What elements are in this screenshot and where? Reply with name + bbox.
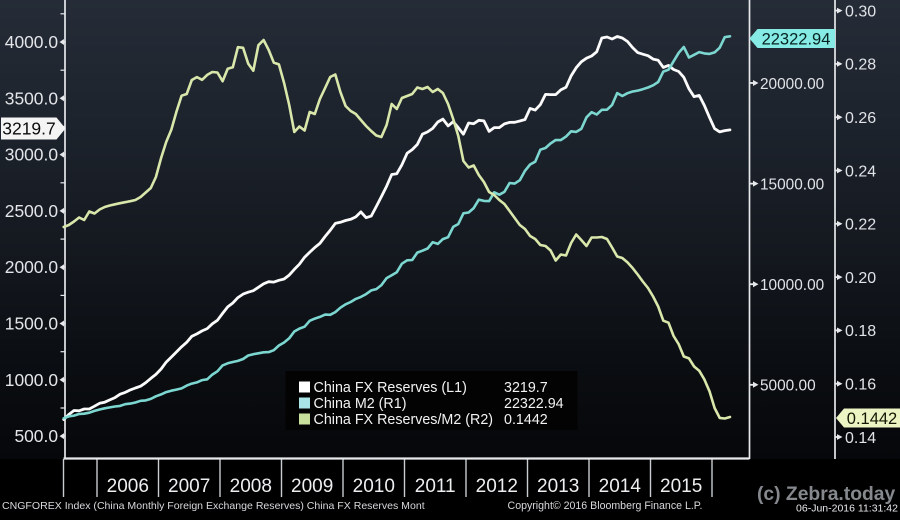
svg-text:1500.0: 1500.0 [5,314,58,334]
svg-text:2000.0: 2000.0 [5,257,58,277]
svg-text:2015: 2015 [660,476,702,497]
svg-text:3000.0: 3000.0 [5,145,58,165]
svg-text:0.20: 0.20 [845,270,876,287]
svg-text:4000.0: 4000.0 [5,32,58,52]
svg-text:2006: 2006 [107,476,149,497]
svg-text:CNGFOREX Index (China Monthly: CNGFOREX Index (China Monthly Foreign Ex… [2,500,425,512]
svg-text:2010: 2010 [353,476,395,497]
svg-text:0.16: 0.16 [845,377,876,394]
svg-text:1000.0: 1000.0 [5,370,58,390]
svg-text:22322.94: 22322.94 [762,30,831,48]
svg-text:China FX Reserves/M2 (R2): China FX Reserves/M2 (R2) [314,412,494,428]
svg-text:2013: 2013 [537,476,579,497]
svg-text:2500.0: 2500.0 [5,201,58,221]
svg-text:0.1442: 0.1442 [504,412,548,428]
svg-text:5000.00: 5000.00 [760,378,816,395]
svg-text:3219.7: 3219.7 [2,119,56,139]
svg-text:2007: 2007 [168,476,210,497]
svg-text:2012: 2012 [476,476,518,497]
svg-text:0.24: 0.24 [845,163,876,180]
svg-text:0.28: 0.28 [845,57,876,74]
svg-text:(c) Zebra.today: (c) Zebra.today [757,484,895,505]
svg-text:0.26: 0.26 [845,110,876,127]
svg-text:0.14: 0.14 [845,430,876,447]
svg-text:22322.94: 22322.94 [504,396,564,412]
svg-text:Copyright© 2016 Bloomberg Fina: Copyright© 2016 Bloomberg Finance L.P. [508,500,703,512]
svg-text:0.18: 0.18 [845,323,876,340]
svg-text:2014: 2014 [599,476,642,497]
svg-text:20000.00: 20000.00 [760,76,824,93]
svg-text:3219.7: 3219.7 [504,380,548,396]
svg-text:3500.0: 3500.0 [5,88,58,108]
svg-text:0.30: 0.30 [845,3,876,20]
svg-text:0.22: 0.22 [845,217,876,234]
svg-text:2009: 2009 [291,476,333,497]
svg-text:2011: 2011 [415,476,456,497]
svg-text:15000.00: 15000.00 [760,176,824,193]
svg-text:China M2 (R1): China M2 (R1) [314,396,407,412]
svg-text:2008: 2008 [230,476,272,497]
svg-text:China FX Reserves (L1): China FX Reserves (L1) [314,380,467,396]
svg-text:10000.00: 10000.00 [760,277,824,294]
svg-text:06-Jun-2016 11:31:42: 06-Jun-2016 11:31:42 [796,503,898,515]
svg-text:500.0: 500.0 [14,426,58,446]
svg-text:0.1442: 0.1442 [847,410,897,428]
